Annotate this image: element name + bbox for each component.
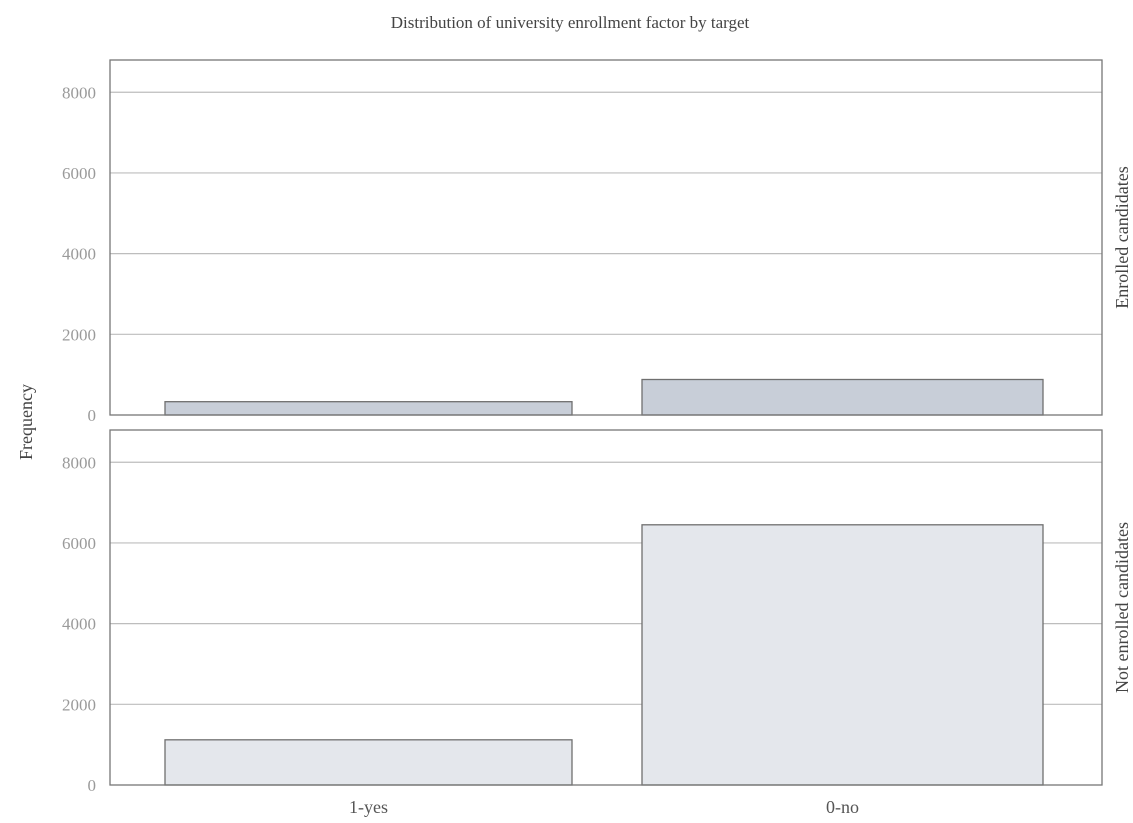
bar-1-yes-facet-2 [164, 739, 573, 786]
panel-frame [109, 429, 1103, 786]
y-axis-label: Frequency [16, 384, 36, 460]
panel-frame [109, 59, 1103, 416]
y-tick-label: 6000 [62, 164, 96, 183]
facet-panel-1: 0 2000 4000 6000 8000 Enrolled candidates [62, 59, 1132, 425]
y-tick-label: 8000 [62, 83, 96, 102]
y-tick-label: 8000 [62, 453, 96, 472]
x-tick-label: 0-no [826, 797, 859, 817]
x-tick-label: 1-yes [349, 797, 388, 817]
facet-strip-label: Enrolled candidates [1112, 166, 1132, 308]
bar-1-yes-facet-1 [164, 401, 573, 416]
bar-0-no-facet-2 [641, 524, 1044, 786]
facet-panels: 0 2000 4000 6000 8000 Enrolled candidates 0 200… [62, 59, 1132, 795]
y-tick-label: 4000 [62, 615, 96, 634]
y-tick-label: 2000 [62, 695, 96, 714]
y-tick-label: 6000 [62, 534, 96, 553]
y-tick-label: 4000 [62, 245, 96, 264]
facet-panel-2: 0 2000 4000 6000 8000 Not enrolled candidates [62, 429, 1132, 795]
y-tick-label: 0 [88, 406, 97, 425]
y-tick-label: 2000 [62, 325, 96, 344]
y-tick-label: 0 [88, 776, 97, 795]
facet-strip-label: Not enrolled candidates [1112, 522, 1132, 693]
bar-0-no-facet-1 [641, 378, 1044, 416]
chart-title: Distribution of university enrollment fa… [391, 13, 750, 32]
x-axis-ticks: 1-yes 0-no [349, 797, 859, 817]
